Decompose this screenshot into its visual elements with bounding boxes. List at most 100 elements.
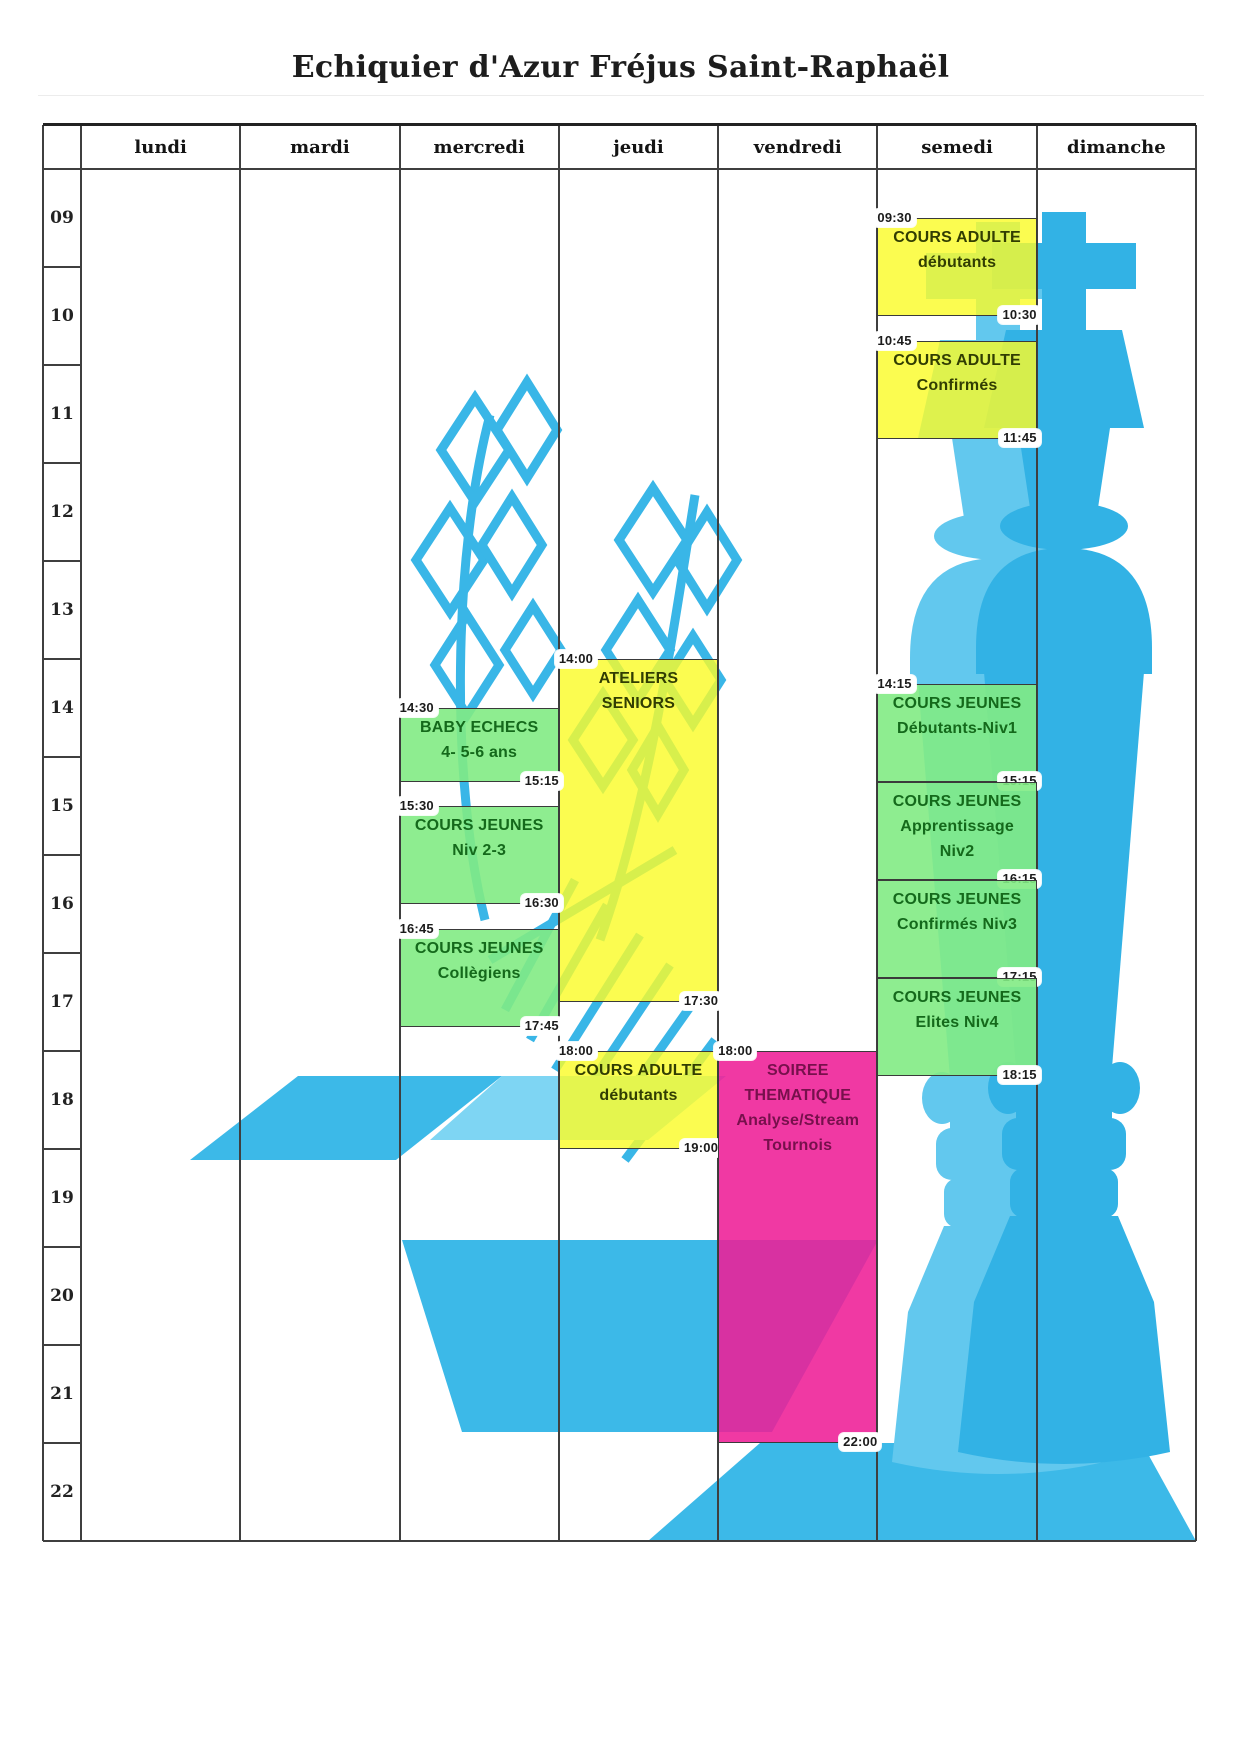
- hour-label-22: 22: [50, 1482, 74, 1502]
- event-title-line: Elites Niv4: [915, 1013, 999, 1031]
- event-title-line: COURS JEUNES: [892, 694, 1022, 712]
- event-title-line: SOIREE: [766, 1062, 829, 1079]
- day-header-vendredi: vendredi: [753, 137, 842, 158]
- event-start-time-tag: 15:30: [395, 797, 438, 815]
- grid-line-horizontal: [43, 1050, 81, 1052]
- event-end-time-tag: 18:15: [998, 1065, 1041, 1084]
- event-start-time-tag: 09:30: [873, 209, 916, 227]
- event-end-time-tag: 11:45: [999, 428, 1041, 447]
- grid-line-horizontal: [43, 1442, 81, 1444]
- event-start-time-tag: 10:45: [873, 331, 916, 350]
- event-block-cours-jeunes-niv-2-3: COURS JEUNES Niv 2-3 15:30 16:30: [395, 797, 563, 912]
- grid-line-horizontal: [43, 462, 81, 464]
- event-block-cours-adulte-debutants-samedi: COURS ADULTE débutants 09:30 10:30: [873, 209, 1041, 324]
- day-header-jeudi: jeudi: [613, 137, 664, 158]
- hour-label-21: 21: [50, 1384, 74, 1404]
- event-block-baby-echecs: BABY ECHECS 4- 5-6 ans 14:30 15:15: [395, 699, 563, 790]
- event-title-line: Apprentissage: [900, 817, 1014, 835]
- day-header-mardi: mardi: [290, 137, 350, 158]
- hour-label-15: 15: [50, 796, 74, 816]
- event-block-cours-jeunes-apprentissage-niv2: COURS JEUNES Apprentissage Niv2 16:15: [877, 781, 1041, 888]
- hour-label-13: 13: [50, 600, 74, 620]
- hour-label-12: 12: [50, 502, 74, 522]
- grid-line-horizontal: [43, 560, 81, 562]
- event-title-line: Niv 2-3: [452, 842, 507, 859]
- event-block-cours-jeunes-elites-niv4: COURS JEUNES Elites Niv4 18:15: [877, 977, 1041, 1084]
- event-block-ateliers-seniors: ATELIERS SENIORS 14:00 17:30: [554, 650, 723, 1010]
- grid-line-horizontal: [43, 952, 81, 954]
- event-block-cours-jeunes-debutants-niv1: COURS JEUNES Débutants-Niv1 14:15 15:15: [873, 674, 1041, 790]
- event-title-line: Niv2: [939, 842, 975, 860]
- hour-label-18: 18: [50, 1090, 74, 1110]
- event-start-time-tag: 18:00: [714, 1042, 757, 1060]
- event-title-line: COURS ADULTE: [893, 351, 1021, 369]
- event-start-time-tag: 14:15: [873, 674, 916, 693]
- event-title-line: Collègiens: [437, 964, 521, 982]
- hour-label-17: 17: [50, 992, 74, 1012]
- grid-line-vertical: [239, 125, 242, 1541]
- event-title-line: Tournois: [763, 1137, 833, 1154]
- event-end-time-tag: 16:30: [520, 894, 563, 912]
- event-title-line: Analyse/Stream: [736, 1112, 860, 1129]
- grid-line-horizontal: [43, 854, 81, 856]
- event-title-line: COURS ADULTE: [893, 229, 1021, 246]
- event-title-line: THEMATIQUE: [744, 1087, 852, 1104]
- day-header-semedi: semedi: [921, 137, 993, 158]
- grid-line-vertical: [80, 125, 82, 1541]
- hour-label-20: 20: [50, 1286, 74, 1306]
- hour-label-16: 16: [50, 894, 74, 914]
- hour-label-10: 10: [50, 306, 74, 326]
- hour-label-14: 14: [50, 698, 74, 718]
- grid-line-vertical: [717, 125, 720, 1541]
- grid-line-horizontal: [43, 658, 81, 660]
- grid-line-horizontal: [43, 1344, 81, 1346]
- event-end-time-tag: 10:30: [998, 306, 1041, 324]
- event-title-line: COURS JEUNES: [414, 817, 544, 834]
- grid-line-horizontal: [43, 1540, 1196, 1542]
- day-header-dimanche: dimanche: [1066, 137, 1166, 158]
- event-start-time-tag: 18:00: [554, 1042, 598, 1060]
- day-header-lundi: lundi: [134, 137, 187, 158]
- event-end-time-tag: 17:45: [520, 1016, 563, 1035]
- event-title-line: BABY ECHECS: [420, 719, 539, 736]
- event-end-time-tag: 19:00: [679, 1139, 723, 1157]
- event-title-line: débutants: [599, 1087, 678, 1104]
- event-title-line: ATELIERS: [598, 670, 679, 687]
- grid-line-vertical: [1195, 125, 1197, 1541]
- grid-line-horizontal: [43, 756, 81, 758]
- event-title-line: Confirmés: [916, 376, 998, 394]
- event-title-line: COURS JEUNES: [892, 890, 1022, 908]
- grid-line-horizontal: [43, 123, 1196, 126]
- event-start-time-tag: 14:00: [554, 650, 598, 668]
- grid-line-horizontal: [43, 266, 81, 268]
- schedule-title: Echiquier d'Azur Fréjus Saint-Raphaël: [291, 50, 950, 85]
- event-end-time-tag: 22:00: [839, 1433, 882, 1451]
- hour-label-11: 11: [50, 404, 74, 424]
- event-title-line: COURS ADULTE: [574, 1062, 703, 1079]
- event-title-line: COURS JEUNES: [414, 939, 544, 957]
- event-block-cours-jeunes-collegiens: COURS JEUNES Collègiens 16:45 17:45: [395, 919, 563, 1035]
- grid-line-vertical: [1035, 125, 1038, 1541]
- event-title-line: COURS JEUNES: [892, 988, 1022, 1006]
- title-divider: [38, 95, 1204, 96]
- day-header-mercredi: mercredi: [433, 137, 525, 158]
- event-end-time-tag: 17:30: [679, 992, 723, 1010]
- grid-line-horizontal: [43, 168, 1196, 170]
- event-block-cours-adulte-debutants-jeudi: COURS ADULTE débutants 18:00 19:00: [554, 1042, 723, 1157]
- event-block-cours-adulte-confirmes: COURS ADULTE Confirmés 10:45 11:45: [873, 331, 1041, 447]
- event-title-line: 4- 5-6 ans: [441, 744, 518, 761]
- hour-label-09: 09: [50, 208, 74, 228]
- event-end-time-tag: 15:15: [520, 771, 563, 790]
- grid-line-vertical: [42, 125, 44, 1541]
- grid-line-horizontal: [43, 364, 81, 366]
- hour-label-19: 19: [50, 1188, 74, 1208]
- grid-line-horizontal: [43, 1148, 81, 1150]
- event-title-line: SENIORS: [601, 695, 676, 712]
- event-block-cours-jeunes-confirmes-niv3: COURS JEUNES Confirmés Niv3 17:15: [877, 879, 1041, 986]
- event-start-time-tag: 14:30: [395, 699, 438, 717]
- event-title-line: COURS JEUNES: [892, 792, 1022, 810]
- grid-line-horizontal: [43, 1246, 81, 1248]
- event-title-line: Débutants-Niv1: [896, 719, 1018, 737]
- event-block-soiree-thematique: SOIREE THEMATIQUE Analyse/Stream Tournois 18…: [714, 1042, 882, 1451]
- event-start-time-tag: 16:45: [395, 919, 438, 938]
